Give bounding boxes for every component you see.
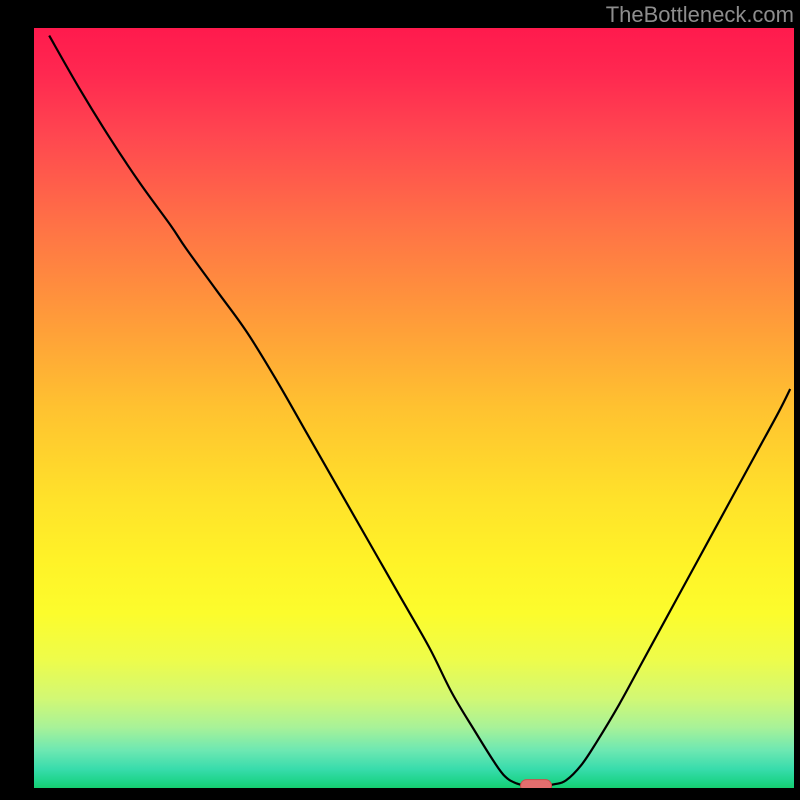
optimal-marker (520, 779, 552, 788)
plot-area (34, 28, 794, 788)
bottleneck-curve (34, 28, 794, 788)
watermark-text: TheBottleneck.com (606, 2, 794, 28)
chart-container: TheBottleneck.com (0, 0, 800, 800)
